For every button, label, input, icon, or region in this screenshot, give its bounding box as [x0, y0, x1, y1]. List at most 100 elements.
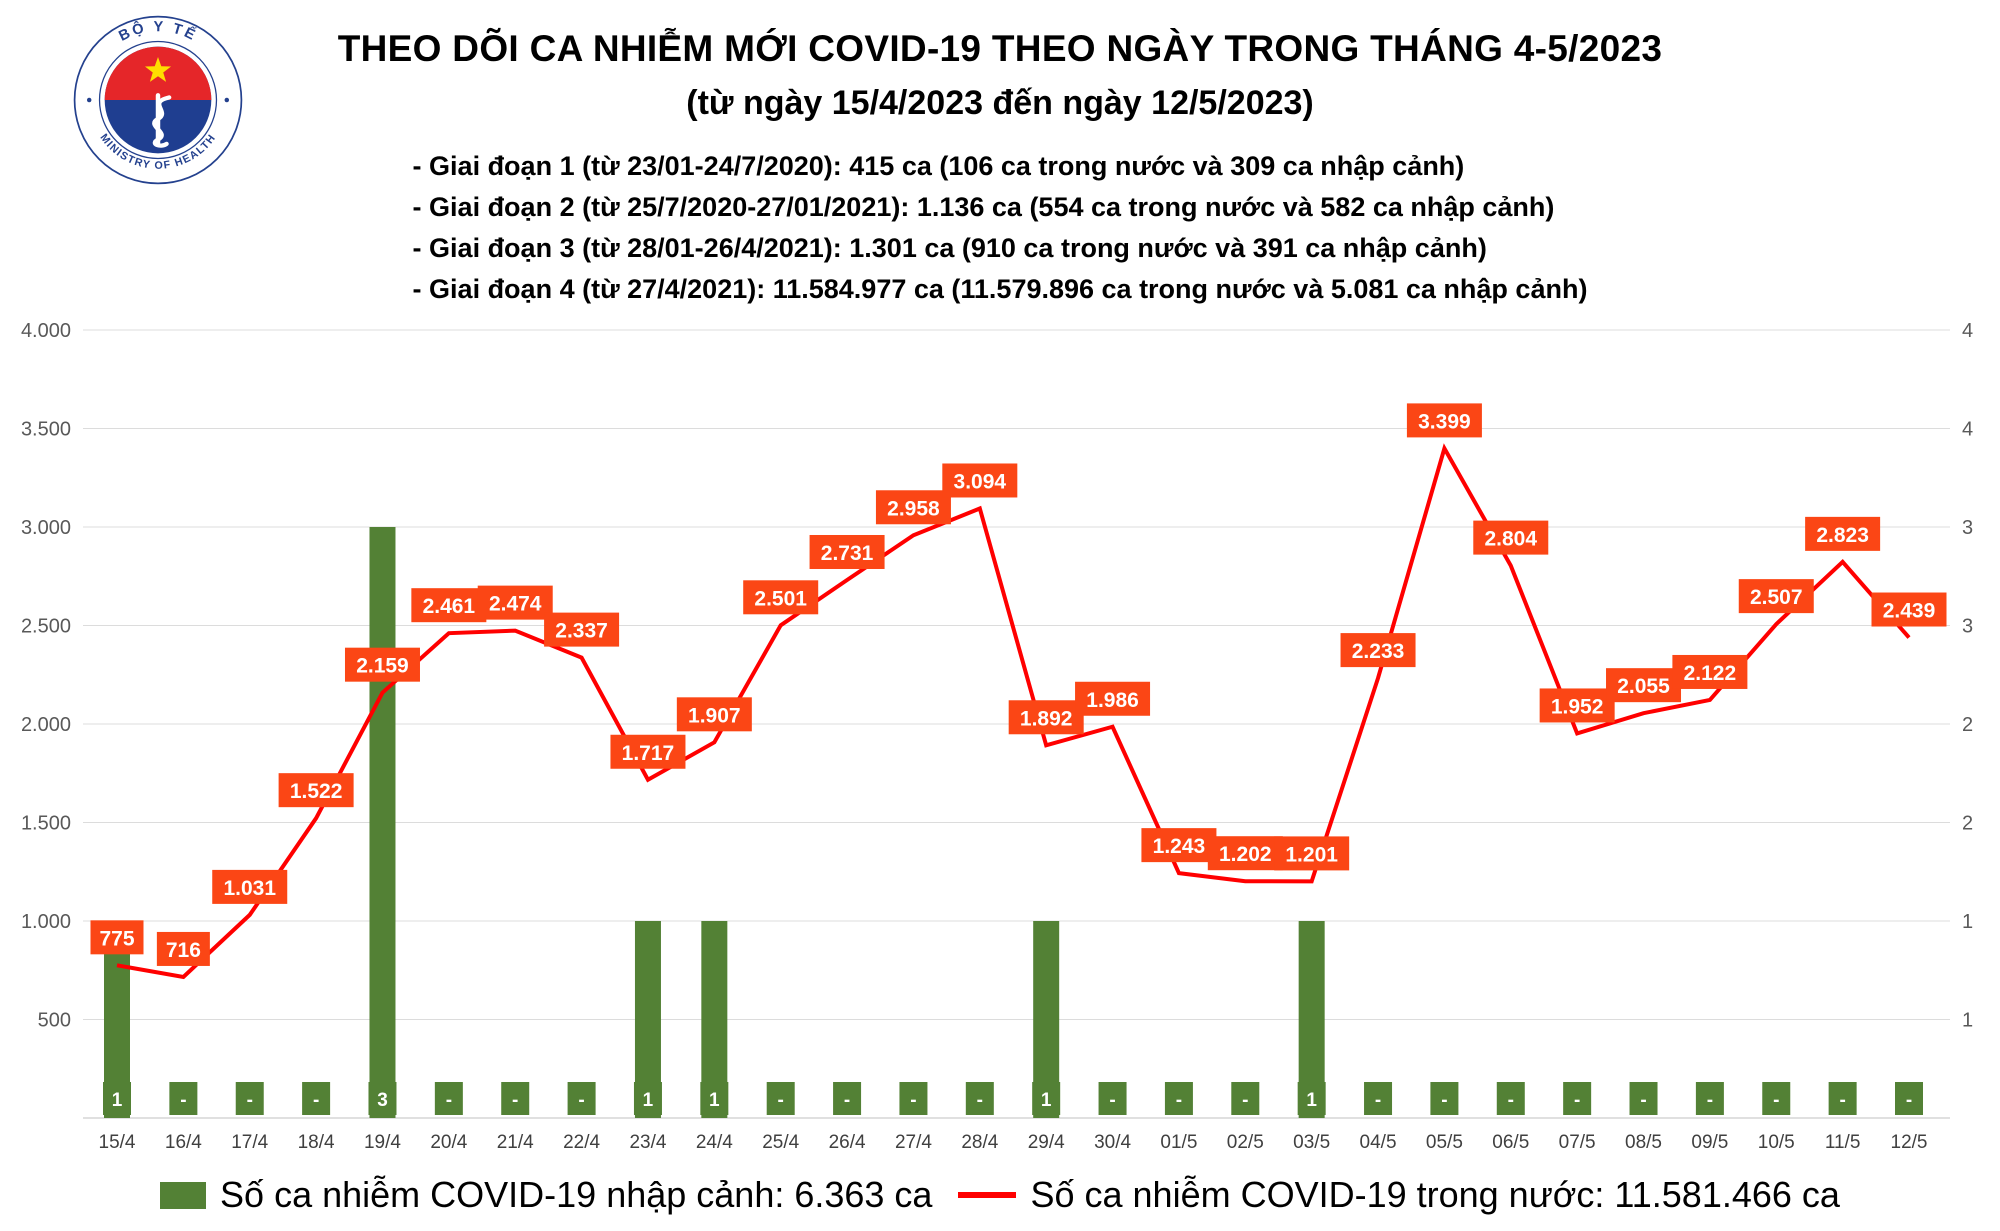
point-label: 1.952 [1551, 695, 1604, 718]
point-label-box [875, 490, 951, 525]
page-subtitle: (từ ngày 15/4/2023 đến ngày 12/5/2023) [686, 84, 1314, 122]
bar-label: - [1242, 1090, 1248, 1111]
point-label: 2.122 [1684, 662, 1737, 685]
bar-label-box [501, 1082, 530, 1115]
point-label: 1.031 [223, 877, 276, 900]
point-label-box [1539, 688, 1615, 723]
point-label: 3.399 [1418, 410, 1471, 433]
left-axis-tick: 1.500 [21, 813, 71, 835]
point-label-box [676, 697, 752, 732]
point-label: 3.094 [954, 470, 1007, 493]
phase-2-line: - Giai đoạn 2 (từ 25/7/2020-27/01/2021):… [412, 192, 1555, 222]
bar-label-box [1164, 1082, 1193, 1115]
date-label: 12/5 [1891, 1132, 1928, 1153]
phase-3-line: - Giai đoạn 3 (từ 28/01-26/4/2021): 1.30… [412, 233, 1487, 263]
page-title: THEO DÕI CA NHIỄM MỚI COVID-19 THEO NGÀY… [337, 28, 1663, 69]
left-axis-tick: 3.500 [21, 419, 71, 441]
bar-label: - [1176, 1090, 1182, 1111]
bar-label-box [1762, 1082, 1791, 1115]
point-label: 1.201 [1285, 843, 1338, 866]
point-label-box [1871, 592, 1947, 627]
bar-label: - [1508, 1090, 1514, 1111]
point-label-box [156, 931, 210, 966]
bar-label: - [1707, 1090, 1713, 1111]
bar-label-box [700, 1082, 729, 1115]
bar-label-box [1629, 1082, 1658, 1115]
point-label: 2.159 [356, 655, 409, 678]
left-axis-tick: 3.000 [21, 517, 71, 539]
bar-label: - [1640, 1090, 1646, 1111]
point-label: 2.731 [821, 542, 874, 565]
point-label: 2.507 [1750, 586, 1803, 609]
bar-label: - [910, 1090, 916, 1111]
right-axis-tick: 2 [1962, 714, 1973, 736]
bar-label: - [512, 1090, 518, 1111]
bar-label-box [766, 1082, 795, 1115]
point-label-box [90, 920, 144, 955]
right-axis-tick: 2 [1962, 813, 1973, 835]
point-label-box [1075, 681, 1151, 716]
star-icon [144, 57, 172, 82]
bar-label: - [778, 1090, 784, 1111]
date-label: 26/4 [829, 1132, 866, 1153]
bar-label-box [965, 1082, 994, 1115]
bar-label-box [169, 1082, 198, 1115]
domestic-cases-label: Số ca nhiễm COVID-19 trong nước: 11.581.… [1030, 1174, 1840, 1215]
bar-label: - [844, 1090, 850, 1111]
point-label-box [1207, 836, 1283, 871]
date-label: 04/5 [1360, 1132, 1397, 1153]
left-axis-tick: 500 [38, 1010, 71, 1032]
bar-label-box [1563, 1082, 1592, 1115]
bar-label: - [1574, 1090, 1580, 1111]
imported-cases-swatch [160, 1181, 207, 1209]
point-label: 2.474 [489, 593, 542, 616]
date-label: 08/5 [1625, 1132, 1662, 1153]
point-label: 1.907 [688, 704, 741, 727]
bar-label-box [1895, 1082, 1923, 1115]
point-label: 2.804 [1484, 528, 1537, 551]
point-label-box [1141, 828, 1217, 863]
point-label: 1.522 [290, 780, 343, 803]
left-axis-tick: 1.000 [21, 911, 71, 933]
bar-label: 1 [1041, 1090, 1052, 1111]
date-label: 05/5 [1426, 1132, 1463, 1153]
bar-label-box [434, 1082, 463, 1115]
point-label-box [1738, 579, 1814, 614]
date-label: 09/5 [1691, 1132, 1728, 1153]
point-label: 2.439 [1883, 600, 1936, 623]
point-label: 2.501 [754, 587, 807, 610]
point-label-box [1406, 403, 1482, 438]
date-label: 21/4 [497, 1132, 534, 1153]
date-label: 01/5 [1160, 1132, 1197, 1153]
bar-label: - [1109, 1090, 1115, 1111]
bar-label-box [1032, 1082, 1061, 1115]
bar-label: - [977, 1090, 983, 1111]
point-label: 2.055 [1617, 675, 1670, 698]
bar-label-box [567, 1082, 596, 1115]
bar-label-box [1364, 1082, 1393, 1115]
bar-label: - [1773, 1090, 1779, 1111]
bar-label: - [1906, 1090, 1912, 1111]
logo-left-dot [86, 97, 92, 103]
legend-item-imported: Số ca nhiễm COVID-19 nhập cảnh: 6.363 ca [160, 1174, 932, 1216]
bar-label-box [103, 1082, 131, 1115]
bar-label-box [1496, 1082, 1525, 1115]
point-label-box [1606, 668, 1682, 703]
point-label: 1.202 [1219, 843, 1272, 866]
header: THEO DÕI CA NHIỄM MỚI COVID-19 THEO NGÀY… [0, 28, 2000, 123]
right-axis-tick: 1 [1962, 1010, 1973, 1032]
bar-label: 3 [377, 1090, 388, 1111]
point-label-box [544, 612, 620, 647]
left-axis-tick: 4.000 [21, 320, 71, 342]
point-label-box [411, 588, 487, 623]
date-label: 20/4 [430, 1132, 467, 1153]
bar-label-box [302, 1082, 331, 1115]
point-label: 2.958 [887, 497, 940, 520]
date-label: 30/4 [1094, 1132, 1131, 1153]
right-axis-tick: 1 [1962, 911, 1973, 933]
date-label: 23/4 [629, 1132, 666, 1153]
bar-label: 1 [643, 1090, 654, 1111]
bar-label-box [1297, 1082, 1326, 1115]
date-label: 16/4 [165, 1132, 202, 1153]
